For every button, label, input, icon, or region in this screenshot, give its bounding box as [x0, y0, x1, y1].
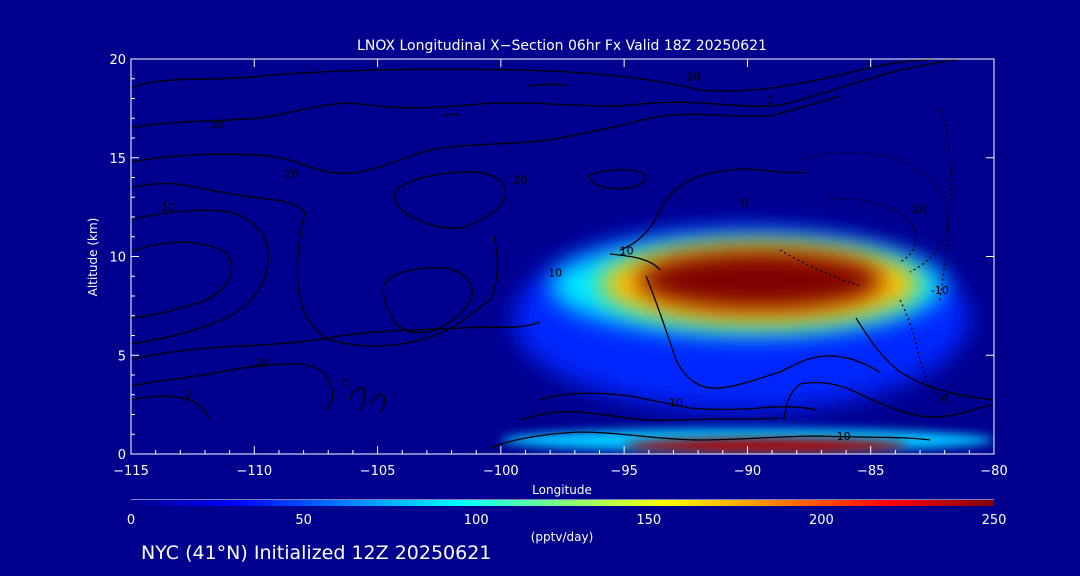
- contour-line-dotted: [779, 249, 861, 287]
- contour-label: -10: [931, 284, 949, 297]
- colorbar-tick-label: 0: [127, 513, 135, 528]
- x-tick-label: −100: [483, 464, 519, 479]
- contour-line: [131, 321, 541, 361]
- contour-line: [382, 266, 473, 334]
- contour-line: [131, 241, 233, 319]
- contour-labels: 10 20 10 20 10 20 0 10 0 -20 -10 20 0 0 10 0 10: [161, 71, 949, 443]
- contour-label: 0: [766, 94, 773, 107]
- contour-label: 20: [514, 173, 528, 186]
- contour-line: [393, 171, 506, 229]
- contour-label: 0: [941, 393, 948, 406]
- contour-line: [519, 410, 781, 422]
- contour-line: [369, 393, 386, 413]
- contour-label: 10: [210, 118, 224, 131]
- contour-line: [619, 168, 807, 251]
- contour-line: [299, 363, 334, 411]
- contour-line: [131, 59, 961, 129]
- y-tick-label: 0: [118, 448, 126, 463]
- contour-line: [527, 83, 567, 87]
- contour-line: [855, 317, 994, 401]
- heat-region: [636, 250, 884, 310]
- chart-title: LNOX Longitudinal X−Section 06hr Fx Vali…: [357, 38, 767, 54]
- contour-label: 10: [548, 266, 562, 279]
- x-tick-label: −105: [360, 464, 396, 479]
- colorbar: [131, 500, 994, 506]
- contour-line: [349, 386, 366, 411]
- contour-line: [783, 381, 994, 421]
- contour-line: [131, 182, 498, 347]
- contour-line: [609, 253, 661, 271]
- colorbar-tick-label: 250: [982, 513, 1007, 528]
- contour-layer: [131, 59, 994, 449]
- contour-line: [131, 363, 301, 387]
- colorbar-ticks: 0 50 100 150 200 250: [127, 513, 1007, 528]
- y-axis-title: Altitude (km): [86, 218, 100, 297]
- contour-label: 20: [255, 357, 269, 370]
- colorbar-unit-label: (pptv/day): [531, 530, 594, 544]
- contour-label: 10: [161, 201, 175, 214]
- x-tick-label: −115: [113, 464, 149, 479]
- colorbar-tick-label: 150: [636, 513, 661, 528]
- y-tick-label: 10: [109, 251, 126, 266]
- contour-line: [489, 431, 931, 449]
- contour-line: [131, 95, 841, 174]
- contour-label: 10: [837, 430, 851, 443]
- contour-line-dotted: [939, 109, 952, 301]
- contour-line: [645, 275, 881, 389]
- x-tick-label: −85: [857, 464, 884, 479]
- contour-line: [131, 59, 960, 92]
- x-axis-title: Longitude: [532, 483, 592, 497]
- colorbar-tick-label: 100: [464, 513, 489, 528]
- y-tick-label: 20: [109, 53, 126, 68]
- contour-line-dotted: [799, 151, 949, 273]
- colorbar-tick-label: 50: [295, 513, 312, 528]
- contour-line: [443, 113, 461, 117]
- contour-label: -20: [909, 203, 927, 216]
- contour-label: 20: [284, 168, 298, 181]
- footer-init-info: NYC (41°N) Initialized 12Z 20250621: [141, 542, 492, 564]
- x-tick-label: −80: [980, 464, 1007, 479]
- x-tick-label: −110: [236, 464, 272, 479]
- contour-label: 10: [669, 397, 683, 410]
- contour-label: 0: [741, 197, 748, 210]
- heat-region: [624, 438, 908, 454]
- contour-label: 10: [620, 245, 634, 258]
- contour-label: 20: [686, 71, 700, 84]
- contour-label: 0: [184, 389, 191, 402]
- y-tick-label: 15: [109, 152, 126, 167]
- axis-ticks: −115 −110 −105 −100 −95 −90 −85 −80 0 5 10 15 20: [109, 53, 1007, 479]
- contour-line: [587, 169, 647, 190]
- colorbar-tick-label: 200: [809, 513, 834, 528]
- x-tick-label: −90: [734, 464, 761, 479]
- contour-label: 0: [342, 377, 349, 390]
- contour-line: [539, 392, 817, 411]
- y-tick-label: 5: [118, 349, 126, 364]
- x-tick-label: −95: [610, 464, 637, 479]
- contour-line: [131, 395, 211, 421]
- contour-line: [131, 209, 269, 345]
